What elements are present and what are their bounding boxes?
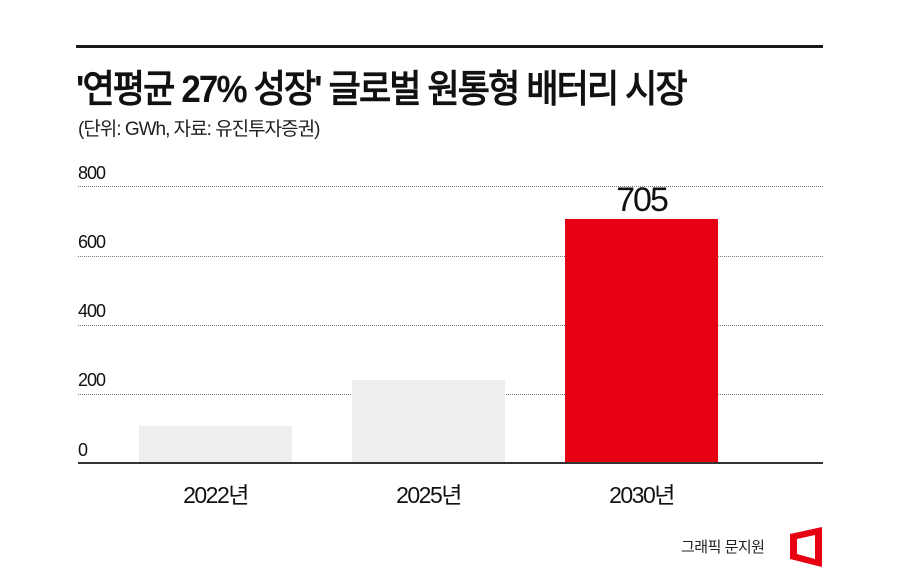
graphic-credit: 그래픽 문지원 [681, 539, 765, 556]
x-axis-baseline [78, 462, 823, 464]
x-label-2022: 2022년 [183, 482, 249, 508]
value-label-2030: 705 [616, 181, 669, 219]
gridline-400 [78, 325, 823, 326]
y-tick-0: 0 [78, 440, 88, 460]
y-tick-400: 400 [78, 301, 106, 321]
x-label-2030: 2030년 [609, 482, 675, 508]
gridline-800 [78, 186, 823, 187]
bar-2025 [352, 380, 505, 463]
top-rule [76, 45, 823, 48]
bar-2022 [139, 426, 292, 463]
publisher-logo-icon [790, 527, 822, 567]
chart-title: '연평균 27% 성장' 글로벌 원통형 배터리 시장 [76, 69, 688, 111]
chart-subtitle: (단위: GWh, 자료: 유진투자증권) [78, 119, 320, 140]
y-tick-800: 800 [78, 163, 106, 183]
y-tick-600: 600 [78, 232, 106, 252]
bar-2030 [565, 219, 718, 463]
gridline-600 [78, 256, 823, 257]
x-label-2025: 2025년 [396, 482, 462, 508]
y-tick-200: 200 [78, 370, 106, 390]
